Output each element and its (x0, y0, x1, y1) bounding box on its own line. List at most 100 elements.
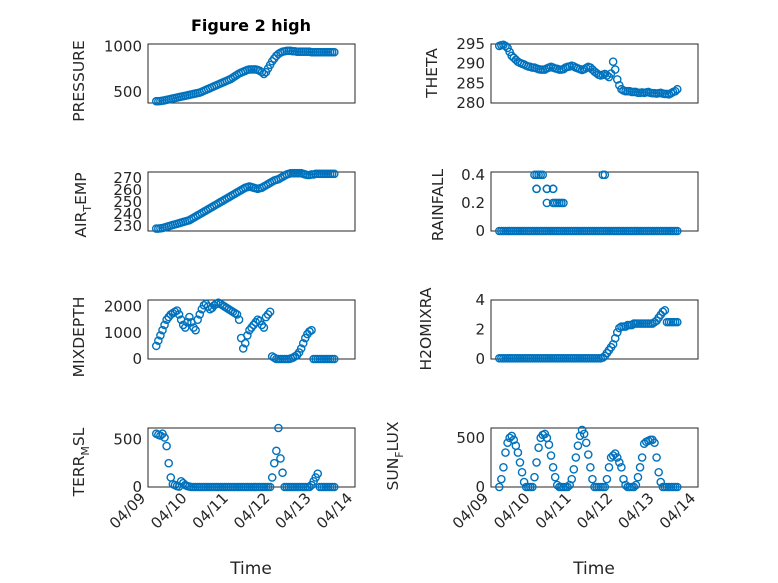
data-point (633, 472, 643, 482)
y-tick-label-air-temp: 230 (113, 217, 142, 235)
data-point (265, 307, 275, 317)
axes-terr-msl: TERRMSL 050004/0904/1004/1104/1204/1304/… (70, 423, 356, 532)
data-point (650, 438, 659, 448)
y-tick-label-h2omixra: 0 (475, 350, 485, 368)
y-tick-label-theta: 280 (456, 94, 485, 112)
data-point (615, 323, 624, 333)
data-point (546, 451, 556, 460)
data-point (532, 458, 541, 467)
data-point (151, 341, 161, 351)
data-point (329, 47, 339, 57)
data-point (274, 423, 283, 433)
ylabel-air-temp: AIRTEMP (72, 172, 94, 237)
data-point (608, 451, 618, 460)
data-point (267, 473, 277, 482)
axes-frame-rainfall (490, 171, 699, 232)
data-point (528, 482, 537, 492)
data-point (232, 310, 242, 319)
data-point (193, 315, 202, 324)
data-point (296, 344, 306, 353)
data-point (160, 433, 169, 442)
data-point (631, 480, 641, 490)
data-point (588, 474, 597, 484)
ylabel-rainfall: RAINFALL (429, 168, 447, 241)
data-point (278, 468, 287, 478)
axes-frame-h2omixra (490, 299, 699, 360)
data-point (191, 325, 200, 335)
data-point (567, 474, 577, 484)
data-point (243, 331, 252, 340)
data-point (298, 338, 308, 348)
data-point (276, 454, 285, 463)
axes-h2omixra: H2OMIXRA 0 2 4 (417, 287, 699, 371)
y-tick-label-mixdepth: 0 (132, 350, 142, 368)
data-point (501, 41, 510, 51)
data-point (329, 169, 339, 179)
data-point (586, 463, 595, 472)
y-tick-label-air-temp: 250 (113, 193, 142, 211)
data-point (265, 482, 275, 492)
y-tick-label-theta: 290 (456, 55, 485, 73)
data-point (313, 469, 323, 478)
data-point (673, 317, 682, 327)
y-tick-label-mixdepth: 2000 (104, 298, 142, 316)
data-point (673, 84, 682, 94)
data-point (234, 315, 244, 324)
data-point (629, 482, 639, 492)
data-point (600, 482, 610, 492)
ylabel-pressure: PRESSURE (70, 40, 88, 122)
data-point (615, 458, 624, 467)
data-point (617, 463, 626, 472)
data-point (581, 438, 591, 448)
data-point (538, 170, 548, 180)
data-point (238, 344, 248, 353)
data-point (174, 310, 184, 319)
axes-frame-terr-msl (147, 427, 356, 488)
y-tick-label-h2omixra: 4 (475, 291, 485, 309)
data-point (530, 472, 539, 482)
data-point (272, 446, 281, 456)
data-point (621, 322, 630, 331)
y-tick-label-sun-flux: 500 (456, 429, 485, 447)
data-point (602, 71, 612, 80)
y-tick-label-theta: 285 (456, 74, 485, 92)
data-point (660, 306, 670, 315)
xlabel-left: Time (229, 559, 272, 579)
ylabel-sun-flux: SUNFLUX (384, 421, 406, 490)
data-point (654, 467, 663, 477)
y-tick-label-mixdepth: 1000 (104, 324, 142, 342)
y-tick-label-rainfall: 0.2 (461, 194, 485, 212)
data-point (240, 338, 250, 348)
data-point (608, 57, 618, 67)
data-point (658, 307, 668, 317)
y-tick-label-terr-msl: 0 (132, 478, 142, 496)
y-tick-label-pressure: 1000 (104, 38, 142, 56)
data-point (180, 323, 190, 332)
y-tick-label-air-temp: 260 (113, 181, 142, 199)
y-tick-label-air-temp: 270 (113, 169, 142, 187)
data-point (329, 482, 339, 492)
data-point (494, 482, 504, 492)
data-point (195, 310, 205, 319)
data-point (532, 184, 541, 194)
axes-mixdepth: MIXDEPTH 0 1000 2000 (70, 297, 356, 378)
y-tick-label-pressure: 500 (113, 83, 142, 101)
data-point (627, 320, 637, 330)
data-point (534, 443, 543, 452)
axes-frame-mixdepth (147, 299, 356, 360)
data-point (185, 312, 194, 322)
data-point (612, 328, 622, 337)
ylabel-mixdepth: MIXDEPTH (70, 297, 88, 378)
data-point (579, 429, 589, 439)
data-point (563, 482, 572, 492)
figure-title: Figure 2 high (191, 16, 311, 35)
data-point (259, 69, 269, 79)
data-point (612, 453, 622, 462)
data-point (569, 464, 579, 474)
data-point (156, 431, 165, 440)
data-point (513, 448, 523, 457)
data-point (517, 467, 527, 477)
